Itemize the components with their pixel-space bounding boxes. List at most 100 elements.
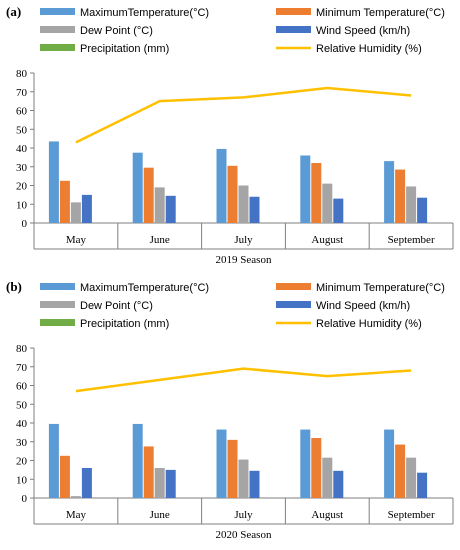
legend-entry-precipitation-mm: Precipitation (mm) [40, 43, 169, 55]
legend-entry-minimum-temperature-c: Minimum Temperature(°C) [276, 282, 445, 294]
bar-dew-point-c-september [406, 457, 417, 498]
y-tick-label: 70 [16, 87, 28, 99]
bar-wind-speed-km-h-august [333, 198, 344, 223]
x-tick-label: June [150, 509, 170, 521]
line-relative-humidity [75, 86, 412, 144]
legend-label: MaximumTemperature(°C) [80, 282, 209, 294]
bar-dew-point-c-june [154, 468, 165, 498]
legend-label: Precipitation (mm) [80, 43, 169, 55]
x-tick-label: July [234, 509, 253, 521]
bar-dew-point-c-august [322, 457, 333, 498]
x-axis-label: 2019 Season [216, 254, 272, 266]
bar-minimum-temperature-c-august [311, 163, 322, 223]
legend-swatch [40, 283, 75, 290]
bar-maximumtemperature-c-september [384, 429, 395, 498]
bar-minimum-temperature-c-august [311, 438, 322, 498]
legend-entry-relative-humidity: Relative Humidity (%) [276, 43, 422, 55]
bar-wind-speed-km-h-june [165, 195, 176, 223]
bar-maximumtemperature-c-july [216, 148, 227, 223]
bar-wind-speed-km-h-may [81, 468, 92, 498]
y-tick-label: 80 [16, 68, 28, 80]
bar-wind-speed-km-h-august [333, 470, 344, 498]
bar-minimum-temperature-c-july [227, 165, 238, 223]
bar-wind-speed-km-h-july [249, 196, 260, 223]
bar-maximumtemperature-c-august [300, 429, 311, 498]
bar-wind-speed-km-h-july [249, 470, 260, 498]
x-tick-label: May [66, 509, 87, 521]
line-relative-humidity [75, 367, 412, 393]
legend-entry-precipitation-mm: Precipitation (mm) [40, 318, 169, 330]
x-tick-label: August [311, 509, 343, 521]
legend-label: Dew Point (°C) [80, 25, 153, 37]
bar-minimum-temperature-c-may [59, 455, 70, 498]
bar-minimum-temperature-c-september [395, 169, 406, 223]
y-tick-label: 40 [16, 143, 28, 155]
legend-entry-dew-point-c: Dew Point (°C) [40, 25, 153, 37]
legend-label: Wind Speed (km/h) [316, 25, 410, 37]
bar-wind-speed-km-h-may [81, 194, 92, 223]
bar-dew-point-c-may [70, 202, 81, 223]
y-tick-label: 30 [16, 437, 28, 449]
x-tick-label: September [388, 234, 435, 246]
bar-maximumtemperature-c-june [132, 152, 143, 223]
bar-maximumtemperature-c-september [384, 161, 395, 223]
legend-entry-relative-humidity: Relative Humidity (%) [276, 318, 422, 330]
bar-dew-point-c-june [154, 187, 165, 223]
legend-entry-wind-speed-km-h: Wind Speed (km/h) [276, 300, 410, 312]
y-tick-label: 70 [16, 362, 28, 374]
chart-a-svg: (a) MaximumTemperature(°C) Minimum Tempera… [6, 4, 454, 266]
y-tick-label: 10 [16, 474, 28, 486]
bar-minimum-temperature-c-september [395, 444, 406, 498]
bar-dew-point-c-may [70, 496, 81, 498]
legend-entry-dew-point-c: Dew Point (°C) [40, 300, 153, 312]
x-tick-label: September [388, 509, 435, 521]
bar-wind-speed-km-h-june [165, 469, 176, 498]
legend-entry-minimum-temperature-c: Minimum Temperature(°C) [276, 7, 445, 19]
y-tick-label: 10 [16, 199, 28, 211]
y-tick-label: 40 [16, 418, 28, 430]
y-tick-label: 80 [16, 343, 28, 355]
y-tick-label: 0 [22, 493, 28, 505]
bar-minimum-temperature-c-june [143, 446, 154, 498]
legend-swatch [40, 8, 75, 15]
y-tick-label: 30 [16, 162, 28, 174]
legend-entry-wind-speed-km-h: Wind Speed (km/h) [276, 25, 410, 37]
legend-swatch [40, 44, 75, 51]
y-tick-label: 60 [16, 381, 28, 393]
panel-label: (b) [6, 279, 22, 294]
legend-label: Minimum Temperature(°C) [316, 7, 445, 19]
y-tick-label: 60 [16, 106, 28, 118]
bar-maximumtemperature-c-may [48, 423, 59, 498]
bar-wind-speed-km-h-september [417, 472, 428, 498]
legend-swatch [276, 301, 311, 308]
bar-minimum-temperature-c-may [59, 180, 70, 223]
legend-label: Dew Point (°C) [80, 300, 153, 312]
x-tick-label: July [234, 234, 253, 246]
y-tick-label: 50 [16, 399, 28, 411]
legend-swatch [40, 26, 75, 33]
bar-wind-speed-km-h-september [417, 197, 428, 223]
legend-swatch [276, 8, 311, 15]
y-tick-label: 50 [16, 124, 28, 136]
legend-swatch [40, 301, 75, 308]
legend-label: Precipitation (mm) [80, 318, 169, 330]
chart-panel-b: (b) MaximumTemperature(°C) Minimum Tempera… [0, 275, 460, 550]
bar-dew-point-c-september [406, 186, 417, 223]
x-tick-label: May [66, 234, 87, 246]
bar-maximumtemperature-c-june [132, 423, 143, 498]
bar-maximumtemperature-c-may [48, 141, 59, 223]
legend-swatch [40, 319, 75, 326]
legend-swatch [276, 283, 311, 290]
legend-label: Relative Humidity (%) [316, 43, 422, 55]
chart-b-svg: (b) MaximumTemperature(°C) Minimum Tempera… [6, 279, 454, 541]
y-tick-label: 0 [22, 218, 28, 230]
bar-dew-point-c-august [322, 183, 333, 223]
x-tick-label: June [150, 234, 170, 246]
x-tick-label: August [311, 234, 343, 246]
y-tick-label: 20 [16, 456, 28, 468]
legend-label: MaximumTemperature(°C) [80, 7, 209, 19]
bar-maximumtemperature-c-august [300, 155, 311, 223]
panel-label: (a) [6, 4, 21, 19]
bar-dew-point-c-july [238, 459, 249, 498]
bar-minimum-temperature-c-july [227, 439, 238, 498]
